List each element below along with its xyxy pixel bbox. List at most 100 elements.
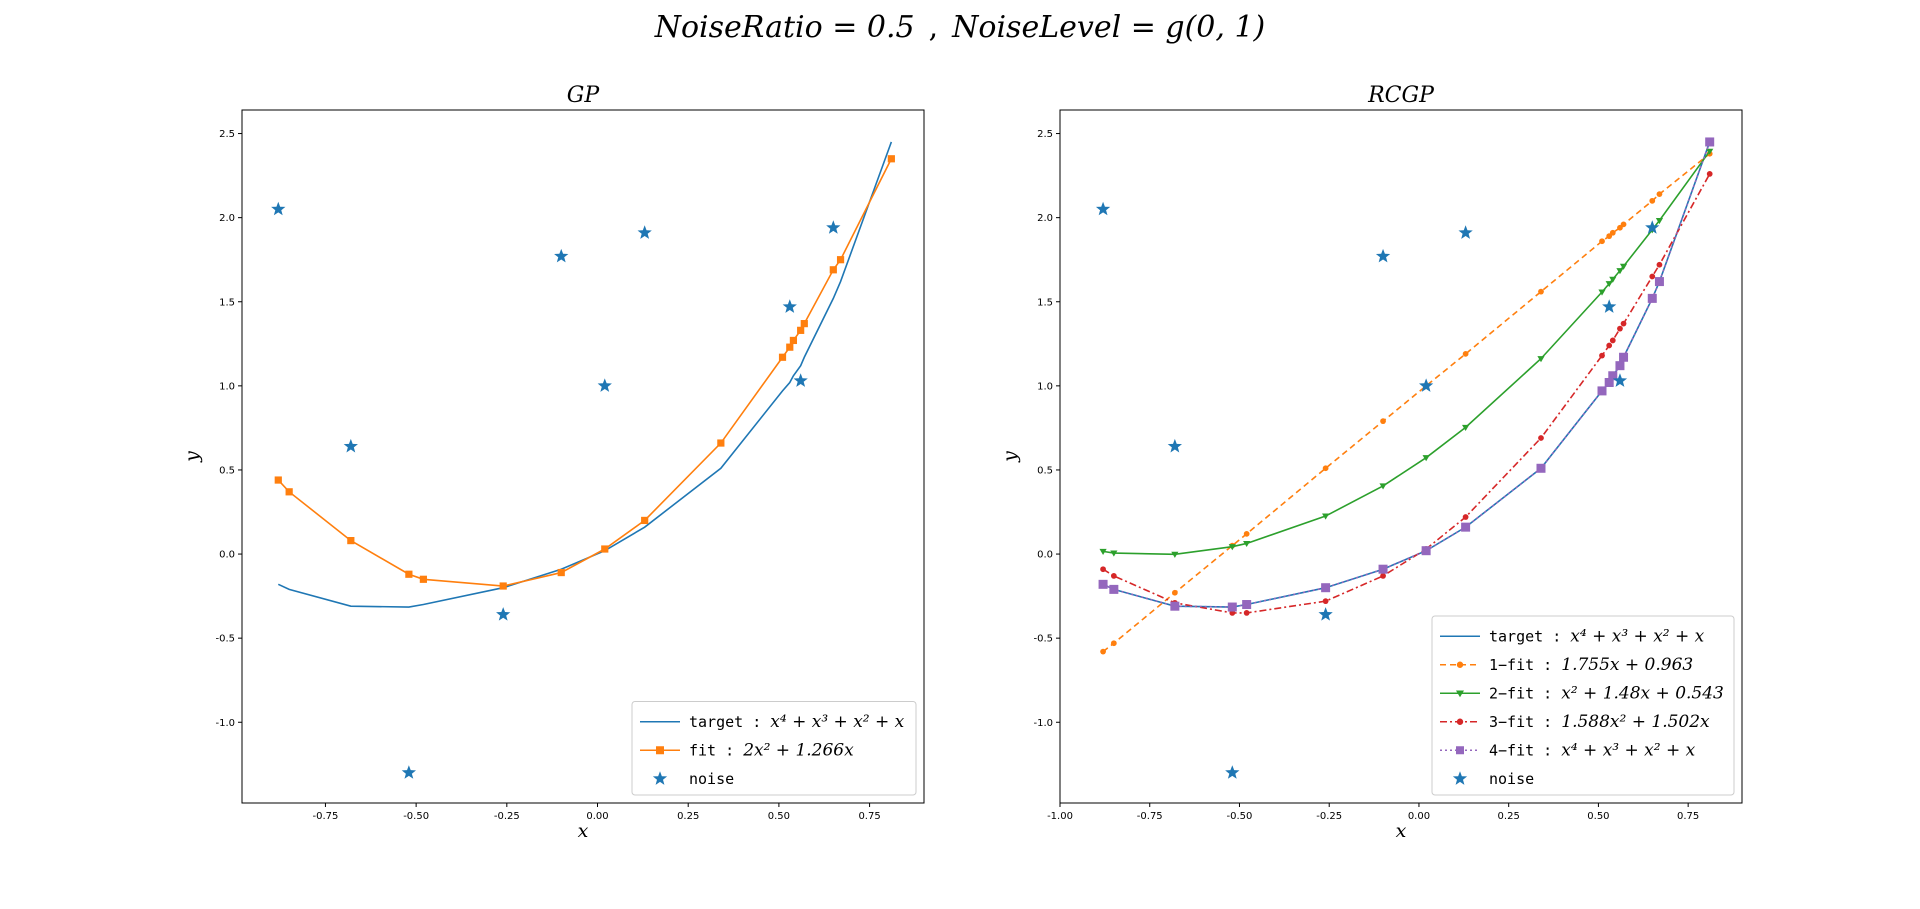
panel2-legend-box	[1431, 615, 1735, 796]
panel1-xtick-label: 0.75	[858, 811, 880, 822]
panel2-noise-point	[1225, 765, 1240, 779]
panel2-series-5-point	[1604, 377, 1614, 387]
panel1-noise-point	[401, 765, 417, 779]
panel2-series-2-point	[1322, 465, 1329, 472]
panel2-series-3-point	[1379, 483, 1387, 490]
panel2-series-4-point	[1617, 325, 1623, 332]
panel2-series-2-point	[1243, 530, 1250, 537]
panel2-series-4-point	[1243, 610, 1250, 616]
panel2-legend-label-noise: noise	[1489, 770, 1534, 788]
panel2-noise-point	[1375, 248, 1391, 263]
panel1-series-2-point	[786, 343, 794, 351]
panel2-legend-marker-5	[1456, 746, 1464, 755]
panel2-ytick-label: -0.5	[1033, 634, 1053, 645]
panel2-series-3-point	[1598, 289, 1606, 296]
panel1-series-2-point	[405, 570, 413, 578]
panel2-series-1	[1102, 141, 1711, 608]
panel1-series-2	[274, 155, 895, 590]
panel1-xtick-label: 0.25	[677, 811, 699, 822]
panel1-series-2-line	[277, 158, 893, 587]
panel2-noise-point	[1167, 438, 1182, 453]
panel1-noise-point	[826, 220, 841, 234]
panel2-series-5-point	[1654, 277, 1664, 287]
panel1-series-2-point	[557, 568, 565, 577]
panel2-series-3-point	[1537, 356, 1545, 363]
panel2-noise-point	[1645, 220, 1660, 234]
panel2-noise-point	[1458, 225, 1473, 239]
panel1-series-1	[277, 141, 893, 608]
panel1-series-2-point	[829, 266, 837, 274]
panel1-noise-point	[554, 248, 569, 263]
panel2-xtick-label: -0.75	[1137, 811, 1163, 822]
figure-title-left: NoiseRatio = 0.5	[654, 10, 915, 45]
panel2-xtick-label: -1.00	[1047, 811, 1073, 822]
panel1-series-2-point	[641, 516, 649, 525]
panel1-series-2-point	[419, 575, 427, 583]
panel1-noise-point	[271, 201, 286, 216]
panel2-series-5-point	[1536, 463, 1546, 473]
panel2-series-5-point	[1461, 522, 1471, 532]
panel2-noise-point	[1612, 373, 1628, 387]
panel1-xlabel: x	[578, 820, 589, 842]
panel2-series-4-line	[1102, 173, 1711, 614]
panel1-legend-box	[631, 701, 917, 796]
panel2-series-3-point	[1422, 455, 1430, 462]
panel2-series-5-point	[1608, 371, 1618, 381]
panel2-noise-point	[1418, 378, 1434, 392]
panel2-xtick-label: 0.75	[1677, 811, 1699, 822]
panel2-xlabel: x	[1396, 820, 1407, 842]
panel1-legend-marker-noise	[652, 771, 668, 785]
panel1-plot: GP -0.75 -0.50 -0.25 0.00 0.25 0.50 0.75 -1.0 -0.…	[181, 83, 925, 842]
panel2-plot: RCGP -1.00 -0.75 -0.50 -0.25 0.00 0.25 0.50 0.75…	[999, 83, 1743, 842]
panel2-series-3-point	[1322, 513, 1330, 520]
panel2-series-4-point	[1656, 261, 1663, 268]
panel1-ytick-label: 1.0	[219, 381, 235, 392]
panel2-series-2-point	[1462, 351, 1469, 357]
panel2-series-3-point	[1655, 217, 1664, 225]
panel2-legend-label-3: 2−fit : x² + 1.48x + 0.543	[1489, 683, 1724, 703]
panel2-legend-label-5: 4−fit : x⁴ + x³ + x² + x	[1489, 740, 1696, 760]
panel2-series-3-point	[1110, 550, 1118, 557]
panel2-legend-marker-noise	[1452, 771, 1468, 785]
panel1-series-2-point	[836, 256, 845, 264]
panel2-noise-points	[1095, 201, 1660, 779]
panel2-xtick-label: -0.25	[1316, 811, 1342, 822]
panel2-series-4-point	[1100, 566, 1106, 573]
panel1-ytick-label: 2.0	[219, 213, 235, 224]
panel2-series-5-point	[1619, 352, 1629, 362]
panel2-series-4-point	[1462, 514, 1469, 520]
panel1-noise-point	[597, 378, 612, 392]
panel2-series-1-line	[1102, 141, 1711, 608]
panel2-series-2-point	[1609, 229, 1616, 236]
panel1-legend-label-1: target : x⁴ + x³ + x² + x	[689, 712, 905, 732]
panel1-legend-marker-2	[656, 746, 664, 755]
panel1-series-2-point	[717, 439, 725, 447]
panel1-ytick-label: -0.5	[215, 634, 235, 645]
figure-title: NoiseRatio = 0.5, NoiseLevel = g(0, 1)	[0, 10, 1920, 45]
panel1-series-2-point	[800, 320, 808, 328]
panel2-series-2-point	[1620, 221, 1627, 228]
panel2-series-5-point	[1647, 293, 1657, 303]
panel2-series-4-point	[1538, 435, 1544, 441]
panel2-series-5-line	[1102, 141, 1711, 608]
panel2-series-4-point	[1609, 337, 1616, 344]
panel2-legend-label-2: 1−fit : 1.755x + 0.963	[1489, 655, 1693, 675]
panel2-series-2-point	[1599, 238, 1605, 245]
panel2-series-3-point	[1619, 263, 1628, 270]
panel1-noise-point	[637, 225, 652, 239]
panel2-legend-marker-3	[1456, 690, 1464, 698]
panel2-series-4-point	[1706, 171, 1713, 177]
figure-title-separator: ,	[928, 10, 939, 45]
panel2-legend-label-4: 3−fit : 1.588x² + 1.502x	[1489, 712, 1710, 732]
panel2-series-5-point	[1170, 601, 1180, 611]
panel2-legend-label-1: target : x⁴ + x³ + x² + x	[1489, 626, 1705, 646]
panel2-series-3-point	[1616, 268, 1624, 275]
panel1-xtick-label: -0.75	[312, 811, 338, 822]
panel2-series-2-point	[1100, 648, 1106, 655]
panel2-series-3-point	[1605, 281, 1613, 288]
panel2-ylabel: y	[999, 451, 1021, 463]
panel2-series-4-point	[1620, 320, 1627, 327]
panel2-ytick-label: 2.5	[1037, 129, 1053, 140]
panel2-xtick-label: 0.50	[1587, 811, 1609, 822]
panel1-xtick-label: -0.25	[494, 811, 520, 822]
